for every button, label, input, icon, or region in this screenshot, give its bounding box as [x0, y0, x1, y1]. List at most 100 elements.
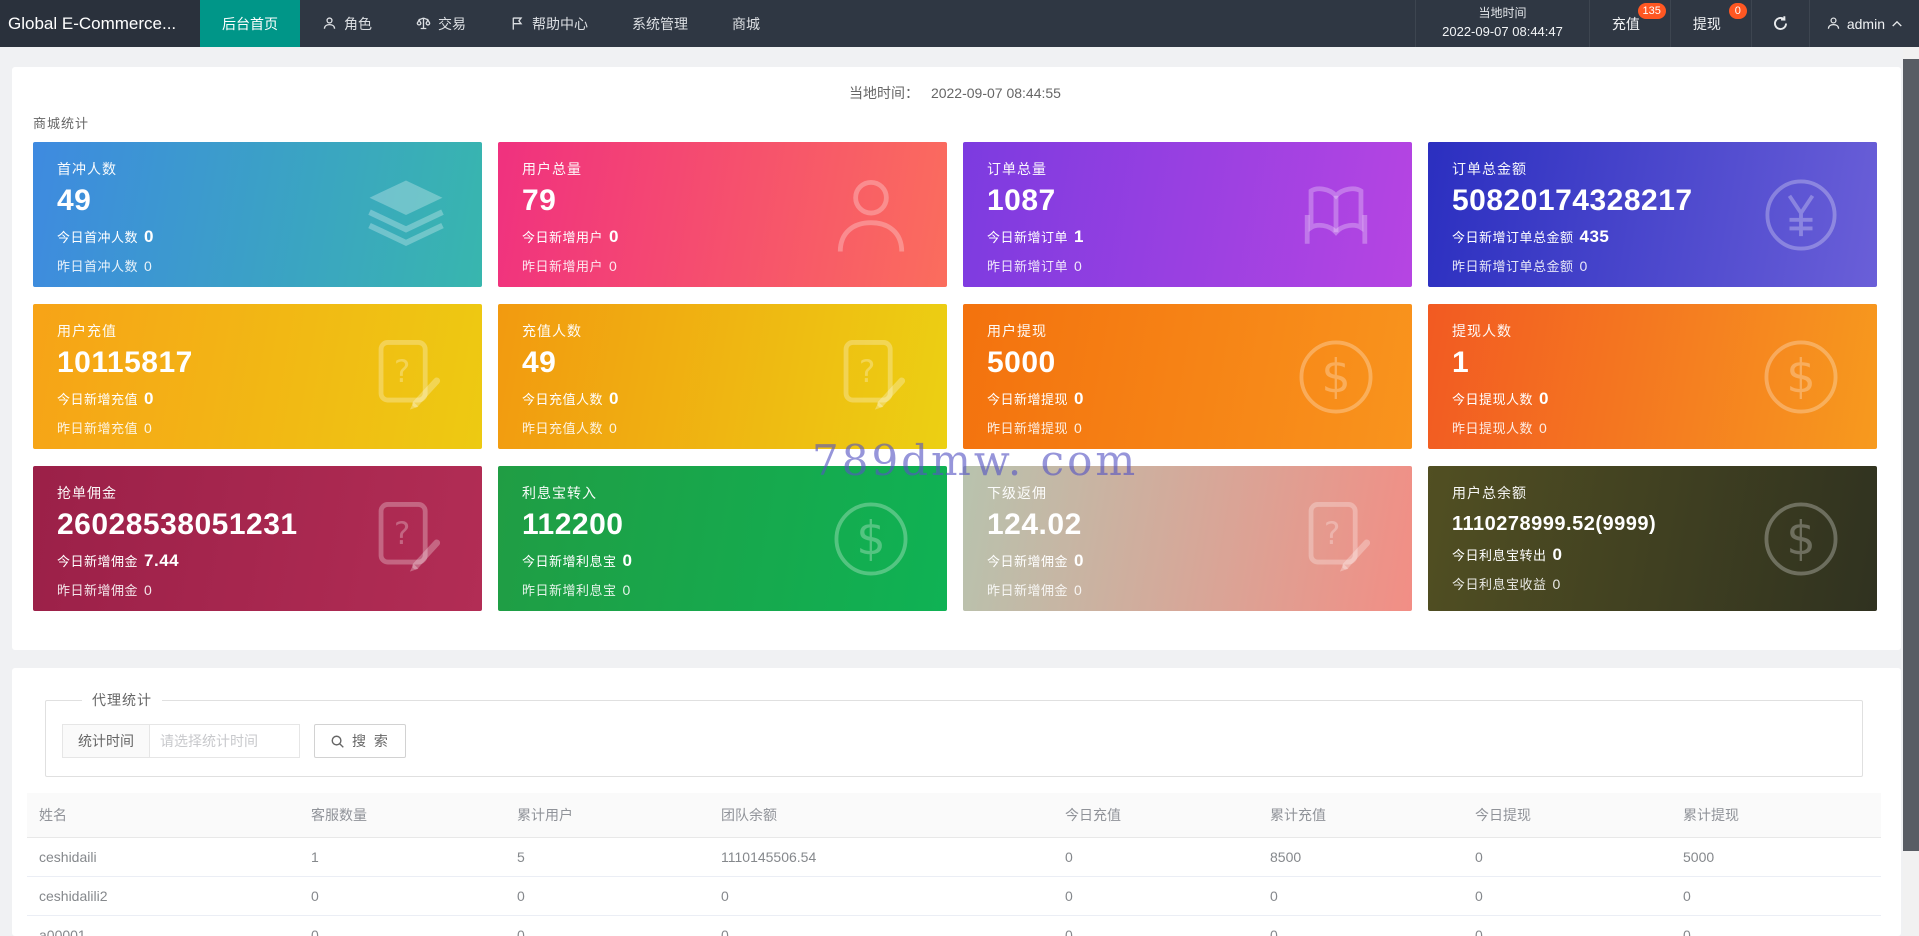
section-title-mall-stats: 商城统计 [33, 116, 90, 131]
card-line-today: 今日新增佣金 7.44 [57, 551, 180, 570]
agent-stats-fieldset: 代理统计 统计时间 搜 索 [45, 690, 1863, 777]
col-header-total-recharge: 累计充值 [1258, 793, 1463, 838]
card-value: 1110278999.52(9999) [1452, 513, 1657, 535]
card-value: 49 [522, 346, 557, 379]
cell: 0 [1053, 876, 1258, 916]
withdraw-badge: 0 [1728, 3, 1747, 19]
nav-item-roles[interactable]: 角色 [300, 0, 394, 47]
card-title: 用户总量 [522, 161, 582, 177]
person-icon [823, 167, 919, 263]
card-line-yesterday: 昨日新增充值 0 [57, 420, 153, 436]
card-value: 49 [57, 184, 92, 217]
card-line-yesterday: 昨日首冲人数 0 [57, 258, 153, 274]
nav-item-trade[interactable]: 交易 [394, 0, 488, 47]
nav-right-group: 当地时间 2022-09-07 08:44:47 充值 135 提现 0 adm… [1415, 0, 1919, 47]
card-line-today: 今日新增利息宝 0 [522, 551, 633, 570]
cell: 0 [709, 915, 1053, 936]
nav-spacer [782, 0, 1415, 47]
stat-card-first-recharge-users: 首冲人数 49 今日首冲人数 0 昨日首冲人数 0 [33, 142, 482, 287]
top-navbar: Global E-Commerce... 后台首页 角色 交易 帮助中心 系统管… [0, 0, 1919, 47]
nav-item-label: 系统管理 [632, 15, 688, 32]
user-menu[interactable]: admin [1808, 0, 1919, 47]
dollar-icon: $ [823, 491, 919, 587]
cell: 1 [299, 837, 505, 877]
cell-name: ceshidaili [27, 837, 299, 877]
svg-text:$: $ [1321, 349, 1350, 403]
stat-time-input[interactable] [150, 724, 300, 758]
dollar-icon: $ [1753, 491, 1849, 587]
svg-text:$: $ [856, 511, 885, 565]
search-button[interactable]: 搜 索 [314, 724, 406, 758]
recharge-button[interactable]: 充值 135 [1588, 0, 1670, 47]
current-time-value: 2022-09-07 08:44:55 [930, 85, 1061, 101]
nav-item-dashboard[interactable]: 后台首页 [200, 0, 300, 47]
nav-item-mall[interactable]: 商城 [710, 0, 782, 47]
cell: 0 [1258, 915, 1463, 936]
withdraw-label: 提现 [1692, 15, 1721, 32]
cell: 0 [1463, 837, 1671, 877]
stat-card-total-users: 用户总量 79 今日新增用户 0 昨日新增用户 0 [498, 142, 947, 287]
cell: 0 [1258, 876, 1463, 916]
scrollbar-thumb[interactable] [1903, 59, 1919, 851]
cell: 0 [505, 915, 709, 936]
stat-cards-grid: 首冲人数 49 今日首冲人数 0 昨日首冲人数 0 用户总量 79 今日新增用户 0 … [33, 142, 1877, 611]
app-title: Global E-Commerce... [0, 0, 200, 47]
cell: 1110145506.54 [709, 837, 1053, 877]
card-line-today: 今日新增订单 1 [987, 227, 1084, 246]
card-line-today: 今日充值人数 0 [522, 389, 619, 408]
document-question-icon: ? [823, 329, 919, 425]
col-header-service-count: 客服数量 [299, 793, 505, 838]
username: admin [1846, 15, 1885, 32]
withdraw-button[interactable]: 提现 0 [1669, 0, 1751, 47]
card-title: 利息宝转入 [522, 485, 597, 501]
stat-card-total-orders: 订单总量 1087 今日新增订单 1 昨日新增订单 0 [963, 142, 1412, 287]
card-value: 124.02 [987, 508, 1082, 541]
card-title: 下级返佣 [987, 485, 1047, 501]
book-icon [1288, 167, 1384, 263]
agent-table: 姓名 客服数量 累计用户 团队余额 今日充值 累计充值 今日提现 累计提现 ce… [27, 793, 1881, 936]
card-line-yesterday: 昨日提现人数 0 [1452, 420, 1548, 436]
dollar-icon: $ [1753, 329, 1849, 425]
vertical-scrollbar[interactable] [1903, 47, 1919, 936]
stat-card-order-commission: 抢单佣金 26028538051231 今日新增佣金 7.44 昨日新增佣金 0 ? [33, 466, 482, 611]
col-header-total-withdraw: 累计提现 [1671, 793, 1881, 838]
cell: 0 [1463, 876, 1671, 916]
svg-text:?: ? [394, 515, 410, 551]
card-title: 用户提现 [987, 323, 1047, 339]
col-header-name: 姓名 [27, 793, 299, 838]
card-value: 26028538051231 [57, 508, 298, 541]
search-icon [331, 735, 344, 748]
table-row: ceshidalili2 0 0 0 0 0 0 0 [27, 876, 1881, 916]
nav-item-label: 交易 [438, 15, 466, 32]
layers-icon [358, 167, 454, 263]
current-time-label: 当地时间： [849, 85, 920, 101]
nav-item-label: 商城 [732, 15, 760, 32]
scales-icon [416, 17, 431, 30]
mall-stats-panel: 当地时间： 2022-09-07 08:44:55 商城统计 首冲人数 49 今… [12, 67, 1901, 650]
card-line-yesterday: 昨日新增订单 0 [987, 258, 1083, 274]
document-question-icon: ? [358, 329, 454, 425]
stat-card-total-order-amount: 订单总金额 50820174328217 今日新增订单总金额 435 昨日新增订单… [1428, 142, 1877, 287]
cell: 0 [1671, 876, 1881, 916]
cell: 0 [1463, 915, 1671, 936]
refresh-icon [1773, 16, 1787, 30]
refresh-button[interactable] [1750, 0, 1809, 47]
card-title: 订单总金额 [1452, 161, 1527, 177]
table-row: ceshidaili 1 5 1110145506.54 0 8500 0 50… [27, 837, 1881, 877]
card-title: 提现人数 [1452, 323, 1512, 339]
agent-filter-row: 统计时间 搜 索 [62, 724, 1846, 758]
table-row: a00001 0 0 0 0 0 0 0 [27, 915, 1881, 936]
navbar-local-time: 当地时间 2022-09-07 08:44:47 [1415, 0, 1589, 47]
svg-text:?: ? [859, 353, 875, 389]
card-line-today: 今日利息宝转出 0 [1452, 545, 1563, 564]
card-line-today: 今日新增订单总金额 435 [1452, 227, 1610, 246]
card-title: 用户充值 [57, 323, 117, 339]
card-line-yesterday: 昨日新增用户 0 [522, 258, 618, 274]
nav-item-help-center[interactable]: 帮助中心 [488, 0, 610, 47]
card-title: 抢单佣金 [57, 485, 117, 501]
nav-item-system-manage[interactable]: 系统管理 [610, 0, 710, 47]
cell: 0 [299, 876, 505, 916]
card-line-today: 今日提现人数 0 [1452, 389, 1549, 408]
flag-icon [512, 17, 523, 30]
card-title: 订单总量 [987, 161, 1047, 177]
